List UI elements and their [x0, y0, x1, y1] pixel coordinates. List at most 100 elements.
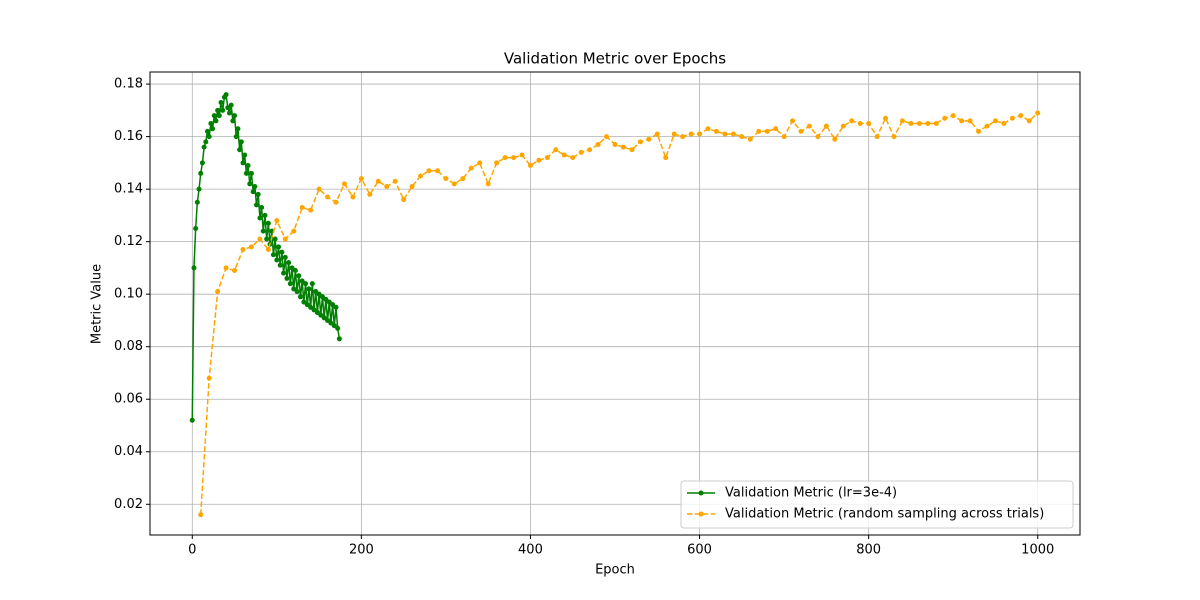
data-point — [908, 120, 914, 126]
data-point — [240, 247, 246, 253]
data-point — [287, 281, 293, 287]
y-tick-label: 0.14 — [114, 182, 143, 197]
data-point — [646, 136, 652, 142]
data-point — [308, 207, 314, 213]
data-point — [688, 131, 694, 137]
data-point — [208, 120, 214, 126]
data-point — [331, 323, 337, 329]
data-point — [218, 99, 224, 105]
x-tick-label: 600 — [687, 543, 712, 558]
data-point — [274, 218, 280, 224]
series-line — [199, 112, 1039, 515]
data-point — [248, 244, 254, 250]
data-point — [527, 162, 533, 168]
data-point — [341, 181, 347, 187]
data-point — [806, 123, 812, 129]
data-point — [291, 228, 297, 234]
data-point — [739, 134, 745, 140]
data-point — [289, 265, 295, 271]
y-tick-label: 0.16 — [114, 129, 143, 144]
data-point — [477, 160, 483, 166]
data-point — [891, 134, 897, 140]
data-point — [384, 184, 390, 190]
data-point — [235, 126, 241, 132]
data-point — [468, 165, 474, 171]
data-point — [299, 278, 305, 284]
data-point — [883, 115, 889, 121]
data-point — [201, 144, 207, 150]
data-point — [206, 134, 212, 140]
data-point — [265, 220, 271, 226]
data-point — [325, 317, 331, 323]
data-point — [333, 199, 339, 205]
data-point — [282, 236, 288, 242]
data-point — [294, 289, 300, 295]
legend-label: Validation Metric (lr=3e-4) — [725, 486, 897, 501]
data-point — [976, 128, 982, 134]
data-point — [451, 181, 457, 187]
data-point — [823, 123, 829, 129]
data-point — [443, 176, 449, 182]
data-point — [223, 92, 229, 98]
legend-box — [680, 480, 1074, 529]
data-point — [299, 205, 305, 211]
data-point — [511, 155, 517, 161]
data-point — [367, 191, 373, 197]
y-tick-label: 0.04 — [114, 444, 143, 459]
data-point — [210, 126, 216, 132]
data-point — [291, 286, 297, 292]
data-point — [220, 107, 226, 113]
y-tick-label: 0.12 — [114, 234, 143, 249]
y-tick-label: 0.18 — [114, 77, 143, 92]
data-point — [326, 299, 332, 305]
data-point — [330, 302, 336, 308]
data-point — [587, 147, 593, 153]
data-point — [1035, 110, 1041, 116]
data-point — [840, 123, 846, 129]
data-point — [282, 254, 288, 260]
data-point — [272, 236, 278, 242]
data-point — [992, 118, 998, 124]
data-point — [874, 134, 880, 140]
data-point — [595, 141, 601, 147]
x-tick-label: 0 — [188, 543, 196, 558]
data-point — [866, 120, 872, 126]
data-point — [323, 296, 329, 302]
data-point — [328, 320, 334, 326]
x-tick-label: 200 — [349, 543, 374, 558]
data-point — [434, 168, 440, 174]
data-point — [392, 178, 398, 184]
data-point — [485, 181, 491, 187]
data-point — [238, 139, 244, 145]
data-point — [418, 173, 424, 179]
data-point — [296, 273, 302, 279]
data-point — [578, 149, 584, 155]
data-point — [225, 105, 231, 111]
data-point — [325, 194, 331, 200]
data-point — [230, 118, 236, 124]
data-point — [409, 184, 415, 190]
data-point — [198, 170, 204, 176]
data-point — [297, 294, 303, 300]
data-point — [198, 512, 204, 518]
data-point — [553, 147, 559, 153]
data-point — [321, 315, 327, 321]
data-point — [950, 113, 956, 119]
data-point — [773, 126, 779, 132]
data-point — [798, 128, 804, 134]
data-point — [637, 139, 643, 145]
data-point — [292, 268, 298, 274]
data-point — [942, 115, 948, 121]
data-point — [193, 226, 199, 232]
data-point — [426, 168, 432, 174]
x-axis-label: Epoch — [595, 563, 635, 578]
data-point — [281, 270, 287, 276]
data-point — [262, 212, 268, 218]
data-point — [309, 281, 315, 287]
data-point — [1009, 115, 1015, 121]
series-line — [191, 92, 341, 421]
data-point — [705, 126, 711, 132]
data-point — [276, 244, 282, 250]
data-point — [279, 249, 285, 255]
data-point — [257, 236, 263, 242]
